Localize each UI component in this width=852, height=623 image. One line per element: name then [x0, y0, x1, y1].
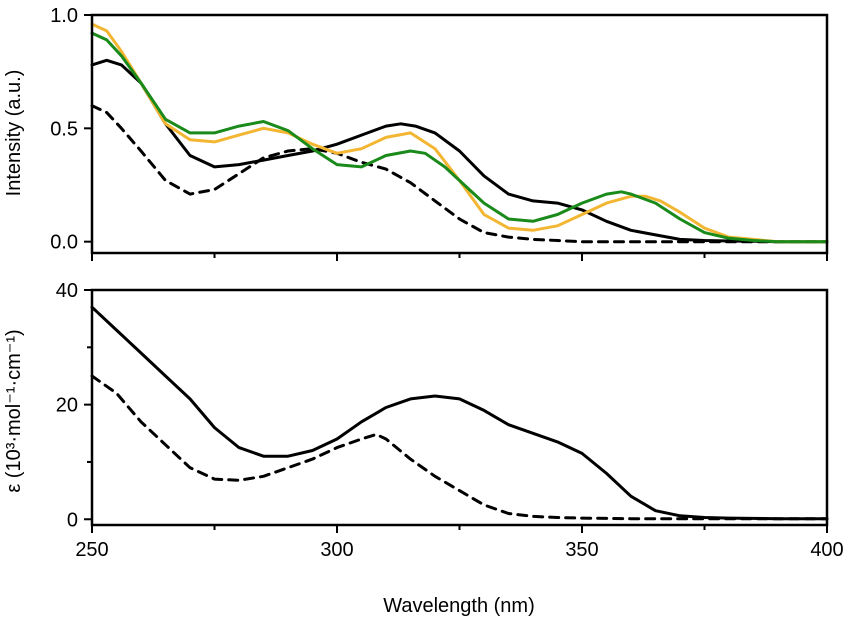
bottom-series-line-2 [90, 374, 829, 521]
bottom-y-tick-label: 0 [67, 509, 78, 531]
bottom-y-tick-label: 40 [56, 280, 78, 302]
top-panel: 0.0 0.5 1.0 [50, 5, 829, 261]
bottom-panel: 250 300 350 400 0 20 40 [56, 280, 844, 561]
top-y-tick-label: 1.0 [50, 5, 78, 27]
top-series-line-4 [90, 31, 829, 244]
bottom-y-tick-label: 20 [56, 395, 78, 417]
top-series-line-1 [90, 58, 829, 244]
top-series-line-2 [90, 104, 829, 244]
bottom-y-axis-label: ε (10³·mol⁻¹·cm⁻¹) [3, 329, 25, 492]
top-y-tick-label: 0.5 [50, 118, 78, 140]
x-axis-label: Wavelength (nm) [383, 595, 535, 617]
bottom-x-tick-label: 400 [810, 539, 843, 561]
top-y-tick-label: 0.0 [50, 232, 78, 254]
bottom-series-line-1 [90, 305, 829, 521]
bottom-x-tick-label: 300 [320, 539, 353, 561]
top-y-axis-label: Intensity (a.u.) [3, 70, 25, 197]
bottom-x-tick-label: 350 [565, 539, 598, 561]
bottom-x-tick-label: 250 [75, 539, 108, 561]
